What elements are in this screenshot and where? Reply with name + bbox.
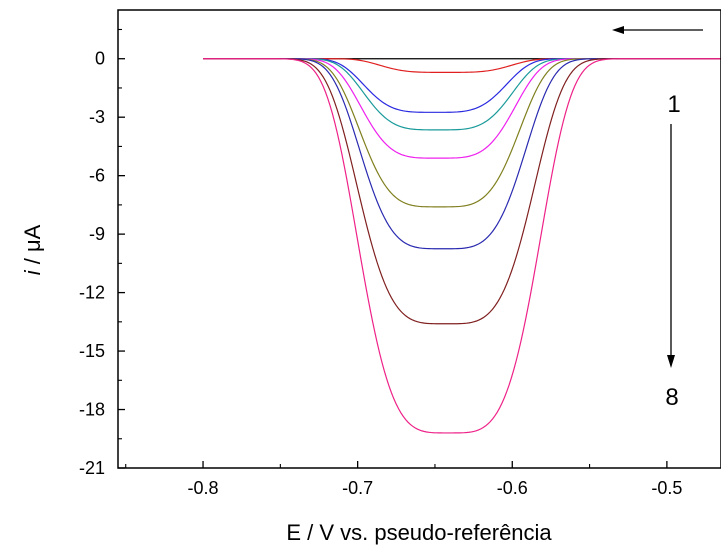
- series-line-1: [203, 58, 721, 73]
- series-line-7: [203, 58, 721, 325]
- y-tick-label-0: 0: [95, 49, 105, 69]
- x-tick-label-3: -0.5: [651, 478, 682, 498]
- curves-layer: [203, 58, 721, 434]
- scan-direction-arrowhead-icon: [612, 26, 624, 34]
- series-line-4: [203, 58, 721, 159]
- y-tick-label-6: -18: [79, 400, 105, 420]
- x-tick-label-2: -0.6: [497, 478, 528, 498]
- series-line-3: [203, 58, 721, 131]
- series-order-arrowhead-icon: [667, 355, 675, 368]
- x-tick-label-0: -0.8: [188, 478, 219, 498]
- tick-layer: -0.8 -0.7 -0.6 -0.5 0 -3 -6 -9 -12 -15 -18 -21: [79, 28, 682, 498]
- y-tick-label-1: -3: [89, 107, 105, 127]
- series-line-2: [203, 58, 721, 113]
- y-axis-title-unit: / μA: [20, 224, 45, 270]
- x-tick-label-1: -0.7: [342, 478, 373, 498]
- y-tick-label-2: -6: [89, 166, 105, 186]
- y-tick-label-3: -9: [89, 224, 105, 244]
- y-axis-title: i / μA: [20, 224, 45, 275]
- plot-frame: [117, 9, 721, 469]
- series-line-6: [203, 58, 721, 250]
- y-tick-label-7: -21: [79, 458, 105, 478]
- x-axis-title: E / V vs. pseudo-referência: [286, 520, 552, 545]
- y-axis-title-symbol: i: [20, 269, 45, 275]
- series-line-5: [203, 58, 721, 208]
- y-tick-label-5: -15: [79, 341, 105, 361]
- series-end-label: 8: [665, 384, 678, 411]
- series-line-8: [203, 58, 721, 434]
- y-tick-label-4: -12: [79, 283, 105, 303]
- series-start-label: 1: [667, 91, 680, 118]
